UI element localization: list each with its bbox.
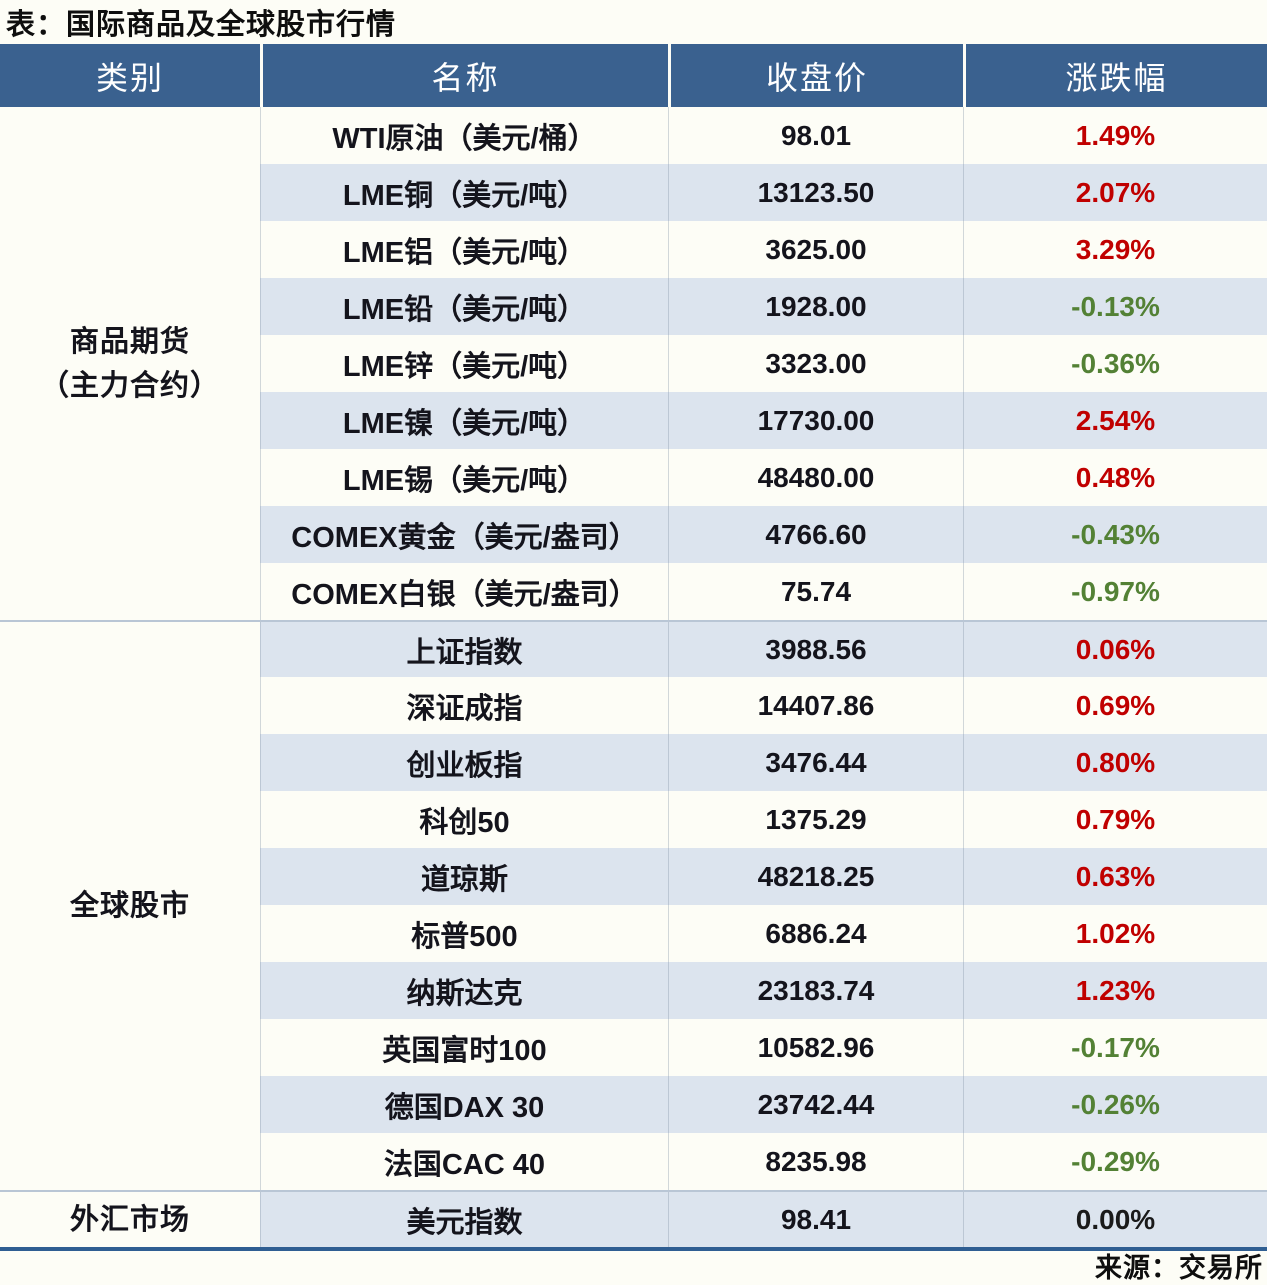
close-price-cell: 17730.00 [668,392,963,449]
change-percent-cell: 2.07% [963,164,1267,221]
instrument-name-cell: COMEX黄金（美元/盎司） [260,506,668,563]
category-label-line: （主力合约） [39,369,220,402]
close-price-cell: 14407.86 [668,677,963,734]
instrument-name-cell: LME锌（美元/吨） [260,335,668,392]
change-percent-cell: 0.63% [963,848,1267,905]
change-percent-cell: -0.36% [963,335,1267,392]
change-percent-cell: -0.29% [963,1133,1267,1190]
category-label-line: 全球股市 [69,890,190,922]
instrument-name-cell: 深证成指 [260,677,668,734]
close-price-cell: 23183.74 [668,962,963,1019]
category-label-line: 外汇市场 [69,1203,190,1236]
source-note: 来源：交易所 [1095,1252,1263,1283]
close-price-cell: 3988.56 [668,620,963,677]
close-price-cell: 75.74 [668,563,963,620]
instrument-name-cell: 道琼斯 [260,848,668,905]
category-cell: 商品期货 （主力合约） [0,107,260,620]
change-percent-cell: -0.43% [963,506,1267,563]
change-percent-cell: -0.17% [963,1019,1267,1076]
instrument-name-cell: 标普500 [260,905,668,962]
category-cell: 外汇市场 [0,1190,260,1247]
close-price-cell: 3476.44 [668,734,963,791]
column-header-change-percent: 涨跌幅 [963,44,1267,107]
close-price-cell: 1375.29 [668,791,963,848]
close-price-cell: 48480.00 [668,449,963,506]
close-price-cell: 6886.24 [668,905,963,962]
close-price-cell: 98.41 [668,1190,963,1247]
column-header-name: 名称 [260,44,668,107]
change-percent-cell: -0.13% [963,278,1267,335]
change-percent-cell: 2.54% [963,392,1267,449]
category-cell: 全球股市 [0,620,260,1190]
instrument-name-cell: 法国CAC 40 [260,1133,668,1190]
close-price-cell: 23742.44 [668,1076,963,1133]
change-percent-cell: -0.26% [963,1076,1267,1133]
change-percent-cell: 0.80% [963,734,1267,791]
instrument-name-cell: COMEX白银（美元/盎司） [260,563,668,620]
change-percent-cell: 1.49% [963,107,1267,164]
close-price-cell: 13123.50 [668,164,963,221]
close-price-cell: 48218.25 [668,848,963,905]
change-percent-cell: 0.06% [963,620,1267,677]
instrument-name-cell: 德国DAX 30 [260,1076,668,1133]
close-price-cell: 3323.00 [668,335,963,392]
instrument-name-cell: LME镍（美元/吨） [260,392,668,449]
change-percent-cell: 0.79% [963,791,1267,848]
instrument-name-cell: LME锡（美元/吨） [260,449,668,506]
instrument-name-cell: 上证指数 [260,620,668,677]
column-header-category: 类别 [0,44,260,107]
change-percent-cell: 0.00% [963,1190,1267,1247]
instrument-name-cell: 英国富时100 [260,1019,668,1076]
page-title: 表：国际商品及全球股市行情 [6,9,397,41]
close-price-cell: 4766.60 [668,506,963,563]
change-percent-cell: 0.48% [963,449,1267,506]
instrument-name-cell: 创业板指 [260,734,668,791]
change-percent-cell: 1.23% [963,962,1267,1019]
column-header-close-price: 收盘价 [668,44,963,107]
close-price-cell: 10582.96 [668,1019,963,1076]
instrument-name-cell: LME铝（美元/吨） [260,221,668,278]
instrument-name-cell: LME铜（美元/吨） [260,164,668,221]
change-percent-cell: -0.97% [963,563,1267,620]
close-price-cell: 1928.00 [668,278,963,335]
close-price-cell: 98.01 [668,107,963,164]
change-percent-cell: 0.69% [963,677,1267,734]
instrument-name-cell: LME铅（美元/吨） [260,278,668,335]
market-table: 类别 名称 收盘价 涨跌幅 商品期货 （主力合约） WTI原油（美元/桶） 98.01… [0,44,1267,1251]
change-percent-cell: 3.29% [963,221,1267,278]
close-price-cell: 8235.98 [668,1133,963,1190]
instrument-name-cell: WTI原油（美元/桶） [260,107,668,164]
change-percent-cell: 1.02% [963,905,1267,962]
close-price-cell: 3625.00 [668,221,963,278]
category-label-line: 商品期货 [69,325,190,358]
instrument-name-cell: 科创50 [260,791,668,848]
instrument-name-cell: 美元指数 [260,1190,668,1247]
instrument-name-cell: 纳斯达克 [260,962,668,1019]
